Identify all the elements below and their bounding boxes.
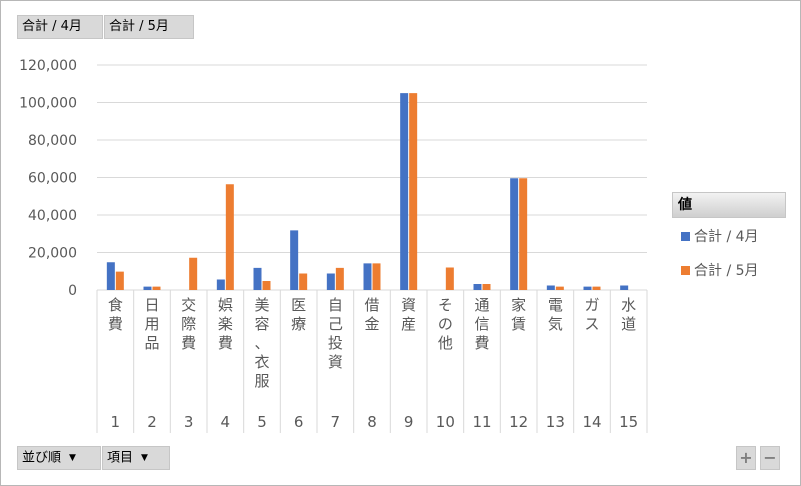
category-number-label: 13 xyxy=(546,413,565,431)
bar xyxy=(290,230,299,290)
category-number-label: 4 xyxy=(221,413,231,431)
bar xyxy=(326,273,335,290)
category-label: その他 xyxy=(438,296,453,352)
category-number-label: 12 xyxy=(509,413,528,431)
bar xyxy=(299,273,308,290)
category-label: 水道 xyxy=(621,296,636,333)
bar xyxy=(555,286,564,290)
bar xyxy=(106,262,115,290)
legend-label-series1: 合計 / 4月 xyxy=(694,229,759,245)
category-number-label: 1 xyxy=(111,413,121,431)
category-label: 食費 xyxy=(108,296,123,333)
bar xyxy=(225,184,234,290)
category-label: ガス xyxy=(584,296,599,333)
bar xyxy=(400,93,409,290)
bar xyxy=(262,281,271,290)
bar xyxy=(409,93,418,290)
bar xyxy=(115,271,124,290)
legend-item-series2: 合計 / 5月 xyxy=(672,256,786,286)
category-label: 日用品 xyxy=(144,296,159,352)
category-label: 通信費 xyxy=(474,296,489,352)
legend-label-series2: 合計 / 5月 xyxy=(694,263,759,279)
y-tick-label: 20,000 xyxy=(28,246,77,262)
category-number-label: 2 xyxy=(147,413,157,431)
row-field-button-order[interactable]: 並び順 ▼ xyxy=(17,446,101,470)
category-number-label: 14 xyxy=(582,413,601,431)
category-label: 美容、衣服 xyxy=(254,296,269,390)
bar xyxy=(143,286,152,290)
category-number-label: 8 xyxy=(367,413,377,431)
category-number-label: 10 xyxy=(436,413,455,431)
bar xyxy=(592,286,601,290)
y-tick-label: 40,000 xyxy=(28,208,77,224)
bar xyxy=(510,178,519,290)
category-number-label: 5 xyxy=(257,413,267,431)
value-field-button-april[interactable]: 合計 / 4月 xyxy=(17,15,103,39)
category-label: 資産 xyxy=(401,296,416,333)
category-label: 家賃 xyxy=(511,296,526,333)
bar xyxy=(546,285,555,290)
bar xyxy=(583,286,592,290)
bar xyxy=(519,178,528,290)
bar xyxy=(253,267,262,290)
legend-swatch-series1 xyxy=(681,232,690,241)
collapse-field-button[interactable]: − xyxy=(760,446,780,470)
bar xyxy=(482,284,491,290)
category-number-label: 3 xyxy=(184,413,194,431)
bar xyxy=(216,279,225,290)
dropdown-arrow-icon: ▼ xyxy=(141,453,148,463)
bar xyxy=(152,286,161,290)
legend: 値 合計 / 4月 合計 / 5月 xyxy=(672,192,786,286)
y-tick-label: 100,000 xyxy=(19,96,77,112)
bar xyxy=(335,267,344,290)
dropdown-arrow-icon: ▼ xyxy=(69,453,76,463)
y-tick-label: 0 xyxy=(68,283,77,299)
category-label: 医療 xyxy=(291,296,306,333)
expand-field-button[interactable]: + xyxy=(736,446,756,470)
bar xyxy=(363,263,372,290)
bar xyxy=(189,257,198,290)
category-number-label: 15 xyxy=(619,413,638,431)
category-number-label: 11 xyxy=(472,413,491,431)
bar xyxy=(445,267,454,290)
category-label: 娯楽費 xyxy=(218,296,233,352)
category-label: 借金 xyxy=(364,296,379,333)
category-label: 自己投資 xyxy=(328,296,343,371)
y-tick-label: 120,000 xyxy=(19,58,77,74)
bar xyxy=(620,285,629,290)
row-field-label-order: 並び順 xyxy=(22,450,62,466)
bar xyxy=(372,263,381,290)
value-field-button-may[interactable]: 合計 / 5月 xyxy=(104,15,194,39)
legend-item-series1: 合計 / 4月 xyxy=(672,222,786,252)
row-field-button-item[interactable]: 項目 ▼ xyxy=(102,446,170,470)
category-number-label: 9 xyxy=(404,413,414,431)
row-field-label-item: 項目 xyxy=(107,450,134,466)
bar xyxy=(473,284,482,290)
category-number-label: 7 xyxy=(331,413,341,431)
y-tick-label: 80,000 xyxy=(28,133,77,149)
category-label: 交際費 xyxy=(181,296,196,352)
category-number-label: 6 xyxy=(294,413,304,431)
legend-title[interactable]: 値 xyxy=(672,192,786,218)
category-label: 電気 xyxy=(548,296,563,333)
legend-swatch-series2 xyxy=(681,266,690,275)
y-tick-label: 60,000 xyxy=(28,171,77,187)
